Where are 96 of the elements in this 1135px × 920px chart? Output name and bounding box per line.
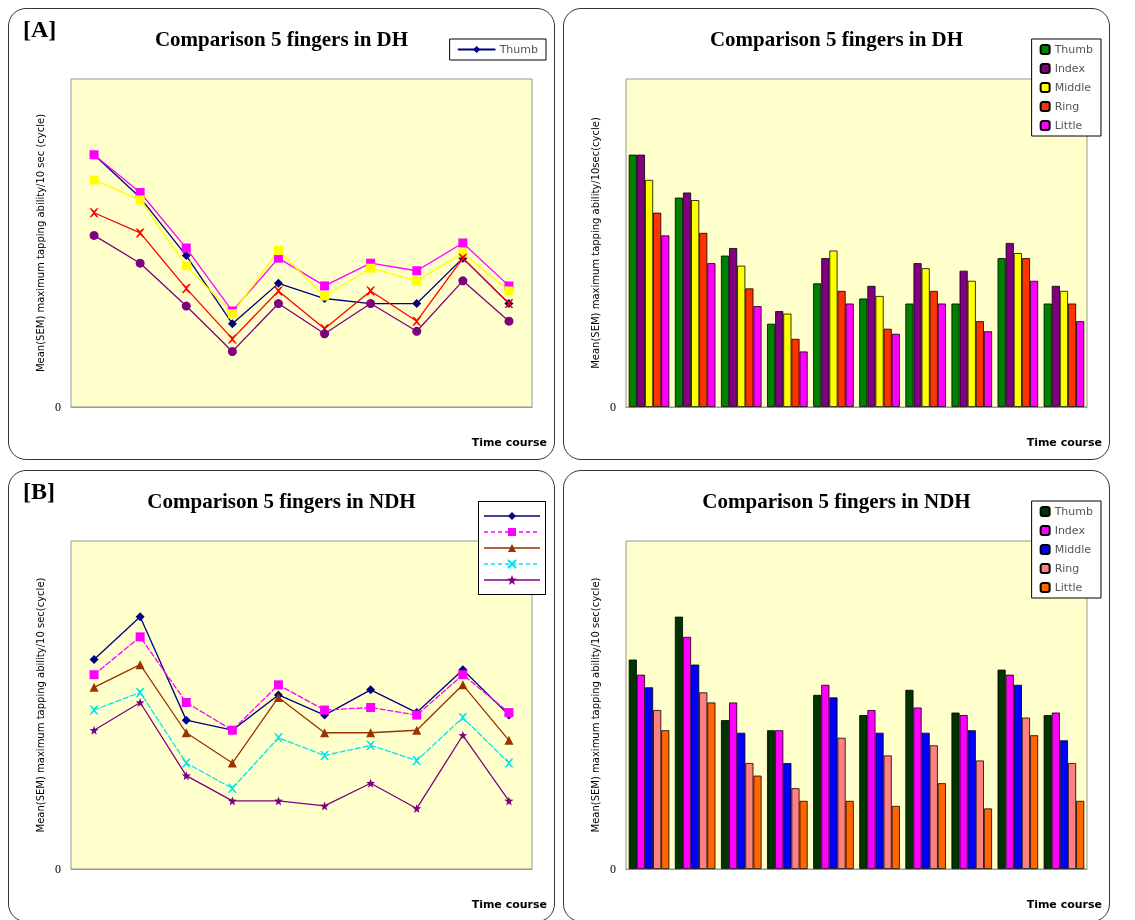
- point: [458, 730, 468, 740]
- point: [135, 258, 145, 268]
- chart-title: Comparison 5 fingers in NDH: [702, 488, 971, 513]
- legend-label: Little: [1054, 119, 1083, 132]
- chart-title: Comparison 5 fingers in NDH: [147, 488, 416, 513]
- point: [412, 756, 422, 766]
- point: [412, 266, 422, 276]
- text: 0: [610, 400, 616, 414]
- point: [504, 316, 514, 326]
- point: [504, 796, 514, 806]
- y-axis-title: Mean(SEM) maximum tapping ability/10sec(cycle): [589, 117, 601, 369]
- point: [227, 783, 237, 793]
- point: [320, 329, 330, 339]
- point: [181, 715, 191, 725]
- text: [A]: [23, 16, 57, 42]
- legend-label: Index: [1054, 62, 1086, 75]
- x-axis-title: Time course: [1026, 436, 1102, 449]
- point: [273, 286, 283, 296]
- point: [135, 660, 145, 670]
- point: [135, 612, 145, 622]
- point: [320, 728, 330, 738]
- point: [89, 175, 99, 185]
- legend-label: Thumb: [1053, 43, 1094, 56]
- point: [458, 713, 468, 723]
- point: [89, 655, 99, 665]
- point: [227, 319, 237, 329]
- point: [181, 243, 191, 253]
- point: [89, 670, 99, 680]
- point: [273, 246, 283, 256]
- point: [320, 750, 330, 760]
- point: [227, 796, 237, 806]
- point: [181, 758, 191, 768]
- point: [273, 796, 283, 806]
- point: [320, 281, 330, 291]
- legend-label: Index: [1054, 524, 1086, 537]
- y-axis-title: Mean(SEM) maximum tapping ability/10 sec(cycle): [34, 577, 46, 833]
- point: [504, 758, 514, 768]
- point: [181, 301, 191, 311]
- point: [366, 286, 376, 296]
- chart-title: Comparison 5 fingers in DH: [709, 26, 964, 51]
- point: [412, 326, 422, 336]
- text: 0: [55, 862, 61, 876]
- legend-label: Thumb: [498, 43, 539, 56]
- point: [227, 758, 237, 768]
- point: [89, 725, 99, 735]
- point: [366, 263, 376, 273]
- point: [504, 735, 514, 745]
- point: [181, 261, 191, 271]
- legend-label: Little: [1054, 581, 1083, 594]
- point: [412, 276, 422, 286]
- point: [181, 283, 191, 293]
- point: [412, 803, 422, 813]
- point: [412, 316, 422, 326]
- point: [89, 682, 99, 692]
- y-axis-title: Mean(SEM) maximum tapping ability/10 sec(cycle): [589, 577, 601, 833]
- point: [89, 705, 99, 715]
- point: [273, 680, 283, 690]
- x-axis-title: Time course: [1026, 898, 1102, 911]
- point: [320, 801, 330, 811]
- point: [135, 687, 145, 697]
- point: [458, 276, 468, 286]
- point: [181, 251, 191, 261]
- point: [135, 228, 145, 238]
- point: [366, 740, 376, 750]
- legend-label: Thumb: [1053, 505, 1094, 518]
- point: [412, 725, 422, 735]
- legend-label: Middle: [1054, 81, 1092, 94]
- text: [B]: [23, 478, 55, 504]
- point: [89, 208, 99, 218]
- legend-label: Ring: [1054, 562, 1080, 575]
- point: [181, 771, 191, 781]
- legend-label: Ring: [1054, 100, 1080, 113]
- point: [273, 278, 283, 288]
- point: [366, 685, 376, 695]
- x-axis-title: Time course: [471, 436, 547, 449]
- point: [227, 346, 237, 356]
- point: [320, 705, 330, 715]
- text: 0: [610, 862, 616, 876]
- point: [181, 697, 191, 707]
- point: [458, 670, 468, 680]
- point: [412, 299, 422, 309]
- point: [273, 299, 283, 309]
- x-axis-title: Time course: [471, 898, 547, 911]
- point: [366, 778, 376, 788]
- legend-label: Middle: [1054, 543, 1092, 556]
- point: [504, 286, 514, 296]
- text: 0: [55, 400, 61, 414]
- point: [227, 334, 237, 344]
- point: [273, 733, 283, 743]
- point: [135, 697, 145, 707]
- point: [89, 230, 99, 240]
- point: [135, 632, 145, 642]
- point: [458, 238, 468, 248]
- chart-title: Comparison 5 fingers in DH: [154, 26, 409, 51]
- point: [366, 703, 376, 713]
- y-axis-title: Mean(SEM) maximum tapping ability/10 sec (cycle): [34, 113, 46, 373]
